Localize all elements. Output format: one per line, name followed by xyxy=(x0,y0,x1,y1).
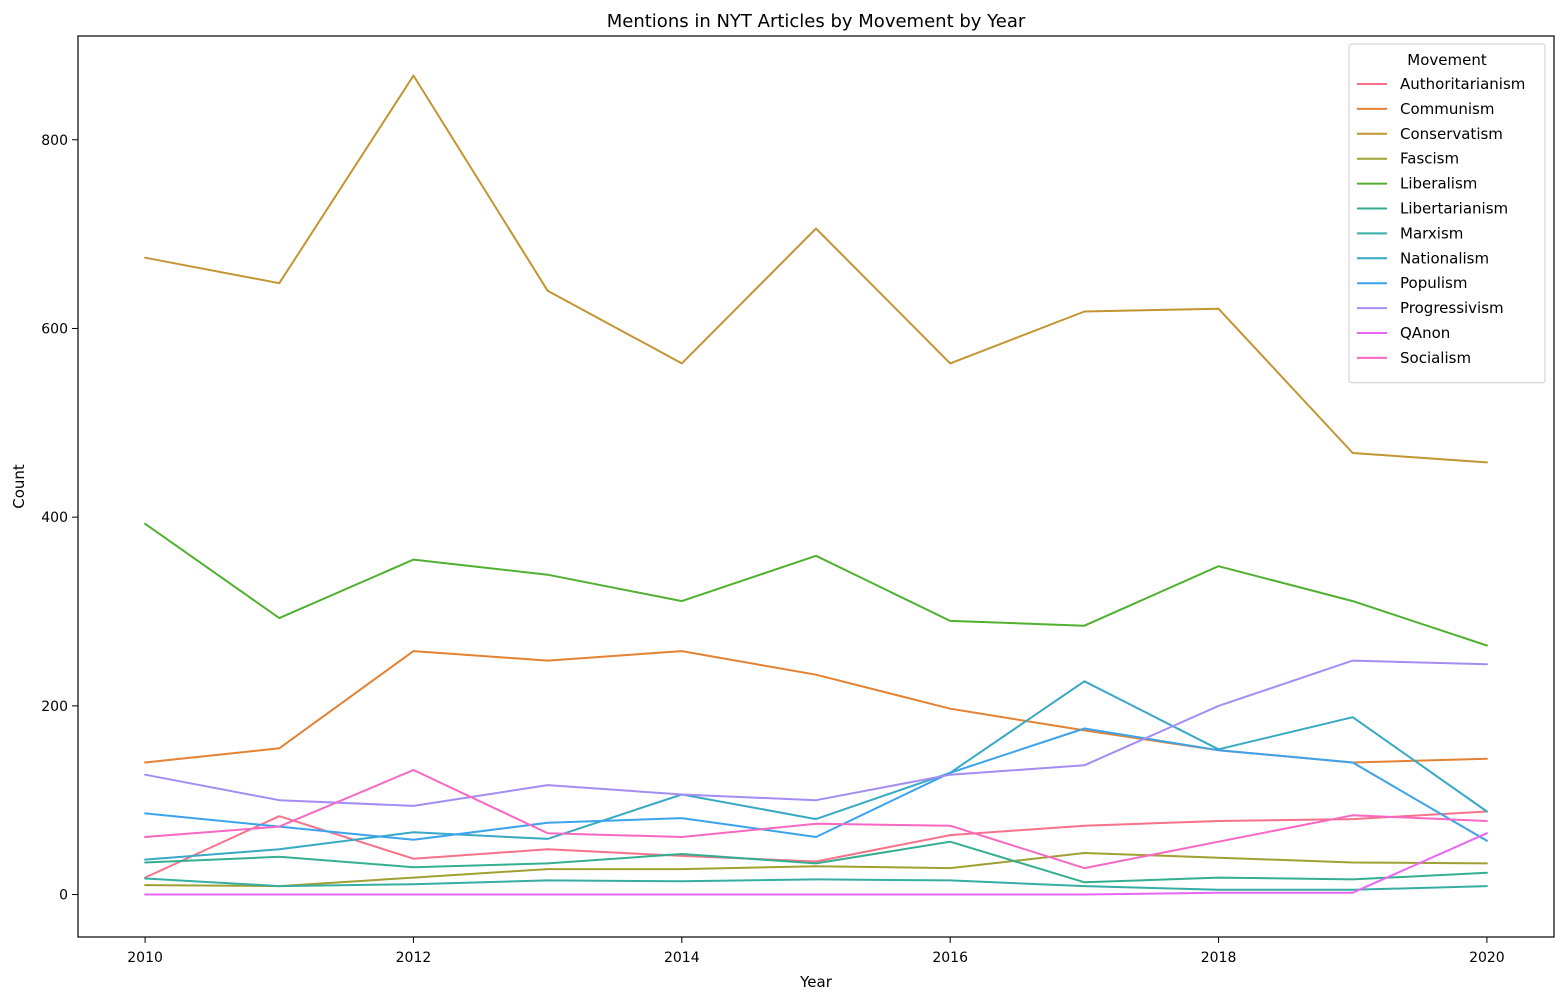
legend-label-authoritarianism: Authoritarianism xyxy=(1400,75,1525,93)
series-layer xyxy=(144,74,1488,896)
y-tick-label: 600 xyxy=(41,321,68,337)
legend-items: Authoritarianism Communism Conservatism Fas… xyxy=(1357,75,1525,367)
x-tick-label: 2012 xyxy=(396,950,432,966)
legend-label-nationalism: Nationalism xyxy=(1400,249,1489,267)
series-line-populism xyxy=(144,727,1488,842)
series-line-authoritarianism xyxy=(144,810,1488,879)
x-axis-label: Year xyxy=(799,973,833,991)
legend-label-progressivism: Progressivism xyxy=(1400,299,1504,317)
legend: Movement Authoritarianism Communism Conser… xyxy=(1348,43,1546,384)
legend-label-socialism: Socialism xyxy=(1400,349,1471,367)
legend-label-liberalism: Liberalism xyxy=(1400,175,1477,193)
series-line-marxism xyxy=(144,877,1488,891)
legend-box xyxy=(1348,43,1546,384)
legend-label-qanon: QAnon xyxy=(1400,324,1450,342)
series-line-conservatism xyxy=(144,74,1488,464)
x-tick-label: 2020 xyxy=(1469,950,1505,966)
series-line-libertarianism xyxy=(144,840,1488,884)
series-line-socialism xyxy=(144,769,1488,870)
x-tick-label: 2018 xyxy=(1201,950,1237,966)
x-axis: 2010 2012 2014 2016 2018 2020 xyxy=(127,937,1505,966)
series-line-progressivism xyxy=(144,659,1488,807)
series-line-fascism xyxy=(144,852,1488,888)
x-tick-label: 2016 xyxy=(932,950,968,966)
legend-label-marxism: Marxism xyxy=(1400,224,1463,242)
legend-label-communism: Communism xyxy=(1400,100,1494,118)
y-axis: 0 200 400 600 800 xyxy=(41,133,78,904)
y-tick-label: 400 xyxy=(41,510,68,526)
chart-title: Mentions in NYT Articles by Movement by … xyxy=(607,11,1026,32)
x-tick-label: 2010 xyxy=(127,950,163,966)
legend-label-populism: Populism xyxy=(1400,274,1467,292)
y-axis-label: Count xyxy=(10,464,28,509)
y-tick-label: 200 xyxy=(41,699,68,715)
series-line-liberalism xyxy=(144,522,1488,647)
plot-frame xyxy=(77,35,1555,938)
series-line-qanon xyxy=(144,832,1488,896)
legend-label-libertarianism: Libertarianism xyxy=(1400,200,1508,218)
x-tick-label: 2014 xyxy=(664,950,700,966)
legend-label-fascism: Fascism xyxy=(1400,150,1459,168)
legend-title: Movement xyxy=(1407,51,1487,69)
y-tick-label: 800 xyxy=(41,133,68,149)
y-tick-label: 0 xyxy=(59,888,68,904)
series-line-nationalism xyxy=(144,680,1488,861)
legend-label-conservatism: Conservatism xyxy=(1400,125,1503,143)
